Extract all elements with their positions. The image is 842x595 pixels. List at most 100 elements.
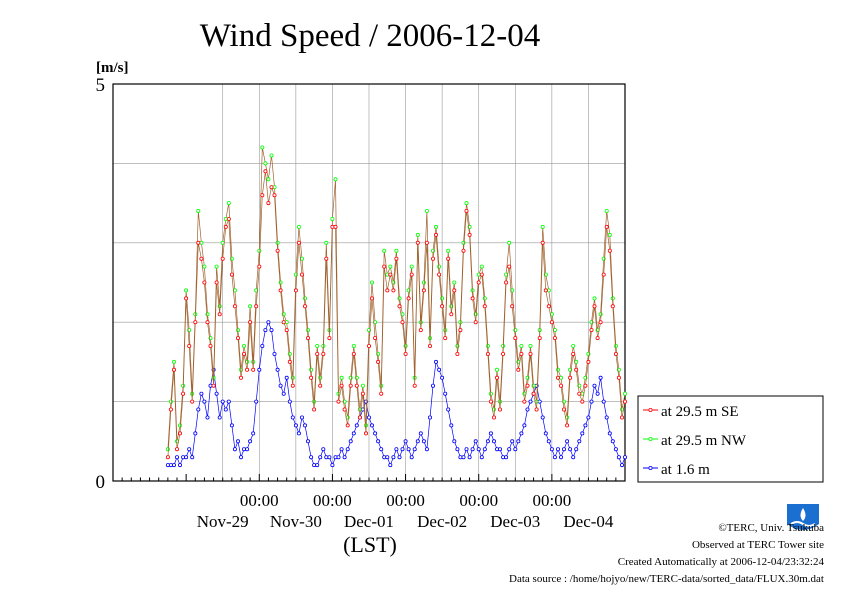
data-point	[623, 455, 628, 460]
data-point	[491, 415, 496, 420]
data-point	[366, 415, 371, 420]
data-point	[312, 407, 317, 412]
data-point	[174, 447, 179, 452]
data-point	[196, 407, 201, 412]
data-point	[321, 351, 326, 356]
data-point	[604, 224, 609, 229]
data-point	[449, 312, 454, 317]
chart-title: Wind Speed / 2006-12-04	[200, 18, 541, 54]
data-point	[309, 375, 314, 380]
data-point	[565, 423, 570, 428]
data-point	[254, 288, 259, 293]
data-point	[531, 383, 536, 388]
data-point	[440, 375, 445, 380]
data-point	[184, 288, 189, 293]
data-point	[339, 383, 344, 388]
data-point	[177, 423, 182, 428]
data-point	[171, 463, 176, 468]
data-point	[266, 201, 271, 206]
data-point	[440, 304, 445, 309]
data-point	[190, 455, 195, 460]
data-point	[610, 439, 615, 444]
data-point	[223, 224, 228, 229]
data-point	[388, 272, 393, 277]
data-point	[592, 383, 597, 388]
data-point	[452, 280, 457, 285]
data-point	[394, 256, 399, 261]
series-group	[165, 145, 628, 468]
data-point	[537, 336, 542, 341]
data-point	[184, 455, 189, 460]
data-point	[248, 320, 253, 325]
data-point	[369, 296, 374, 301]
data-point	[433, 224, 438, 229]
data-point	[199, 391, 204, 396]
data-point	[284, 375, 289, 380]
data-point	[305, 439, 310, 444]
data-point	[272, 351, 277, 356]
data-point	[540, 415, 545, 420]
data-point	[604, 208, 609, 213]
data-point	[345, 447, 350, 452]
data-point	[391, 288, 396, 293]
data-point	[293, 288, 298, 293]
data-point	[415, 439, 420, 444]
data-point	[226, 216, 231, 221]
data-point	[595, 336, 600, 341]
data-point	[516, 367, 521, 372]
data-point	[232, 304, 237, 309]
legend-swatch-marker	[648, 407, 653, 412]
data-point	[241, 343, 246, 348]
data-point	[403, 351, 408, 356]
data-point	[403, 439, 408, 444]
data-point	[263, 328, 268, 333]
data-point	[433, 232, 438, 237]
data-point	[257, 248, 262, 253]
data-point	[257, 367, 262, 372]
data-point	[272, 193, 277, 198]
data-point	[266, 320, 271, 325]
data-point	[461, 240, 466, 245]
data-point	[470, 447, 475, 452]
data-point	[351, 343, 356, 348]
data-point	[488, 399, 493, 404]
data-point	[543, 431, 548, 436]
data-point	[351, 351, 356, 356]
data-point	[507, 264, 512, 269]
data-point	[296, 240, 301, 245]
data-point	[623, 399, 628, 404]
data-point	[424, 447, 429, 452]
data-point	[528, 399, 533, 404]
data-point	[187, 343, 192, 348]
data-point	[620, 415, 625, 420]
data-point	[540, 224, 545, 229]
data-point	[376, 359, 381, 364]
data-point	[616, 375, 621, 380]
data-point	[278, 280, 283, 285]
data-point	[184, 296, 189, 301]
data-point	[464, 208, 469, 213]
x-day-label: Dec-02	[417, 512, 467, 531]
data-point	[296, 431, 301, 436]
data-point	[287, 359, 292, 364]
data-point	[385, 288, 390, 293]
data-point	[290, 415, 295, 420]
data-point	[607, 431, 612, 436]
x-tick-label: 00:00	[240, 491, 279, 510]
data-point	[613, 343, 618, 348]
data-point	[360, 383, 365, 388]
data-point	[601, 399, 606, 404]
legend-label: at 1.6 m	[661, 462, 710, 478]
data-point	[562, 447, 567, 452]
data-point	[171, 359, 176, 364]
data-point	[373, 320, 378, 325]
data-point	[613, 447, 618, 452]
x-ticks: 00:00 00:00 00:00 00:00 00:00 Nov-29 Nov-30 Dec…	[112, 474, 626, 531]
data-point	[522, 423, 527, 428]
data-point	[363, 431, 368, 436]
data-point	[482, 447, 487, 452]
data-point	[620, 463, 625, 468]
data-point	[455, 447, 460, 452]
data-point	[290, 383, 295, 388]
data-point	[467, 232, 472, 237]
